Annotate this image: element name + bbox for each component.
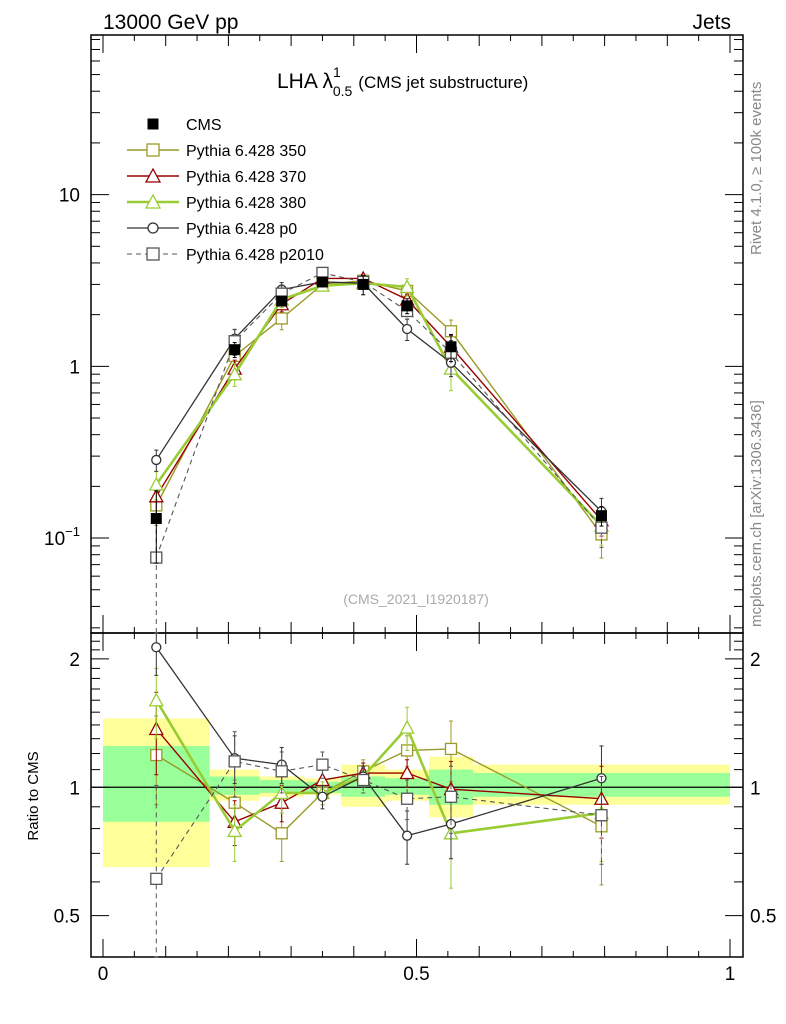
ratio-ytick-label: 0.5 xyxy=(54,907,80,928)
ratio-point xyxy=(227,823,243,838)
legend-label: Pythia 6.428 380 xyxy=(186,195,306,212)
legend-entry-cms: CMS xyxy=(147,117,222,134)
main-line xyxy=(155,277,602,521)
legend-marker xyxy=(144,193,162,209)
xtick-label: 0 xyxy=(98,964,109,985)
legend: CMS Pythia 6.428 350 Pythia 6.428 370 Pythi… xyxy=(127,117,324,264)
mcplots-label: mcplots.cern.ch [arXiv:1306.3436] xyxy=(748,400,765,627)
main-line xyxy=(155,280,603,535)
header-process: 13000 GeV pp xyxy=(103,11,238,34)
ratio-point xyxy=(151,642,162,653)
ratio-point xyxy=(401,830,413,841)
legend-entry-pythia-6-428-p2010: Pythia 6.428 p2010 xyxy=(127,247,324,264)
legend-label: Pythia 6.428 p2010 xyxy=(186,247,324,264)
ratio-line xyxy=(155,699,602,835)
legend-label: Pythia 6.428 p0 xyxy=(186,221,297,238)
data-point xyxy=(276,295,288,307)
main-ytick-label: 10 xyxy=(59,186,80,207)
data-point xyxy=(445,341,457,353)
series-pythia-6-428-p2010 xyxy=(150,266,608,958)
ratio-point xyxy=(399,719,415,734)
legend-entry-pythia-6-428-380: Pythia 6.428 380 xyxy=(127,193,306,212)
ratio-line xyxy=(155,760,602,880)
data-point xyxy=(401,300,413,312)
data-point xyxy=(150,512,162,524)
main-point xyxy=(401,323,413,335)
main-ytick-label: 10−1 xyxy=(44,524,80,550)
ratio-ytick-label-right: 2 xyxy=(750,650,761,671)
ratio-point xyxy=(316,758,329,771)
legend-marker xyxy=(147,222,159,234)
main-point xyxy=(275,312,288,325)
ratio-point xyxy=(444,790,458,803)
ratio-line xyxy=(155,646,602,837)
main-line xyxy=(155,281,603,527)
legend-label: Pythia 6.428 350 xyxy=(186,143,306,160)
data-point xyxy=(229,344,241,356)
ratio-axis-label: Ratio to CMS xyxy=(25,751,42,840)
main-point xyxy=(399,279,415,294)
ratio-ytick-label-right: 0.5 xyxy=(750,907,776,928)
ratio-point xyxy=(444,742,458,756)
uncertainty-bands xyxy=(103,718,730,868)
rivet-label: Rivet 4.1.0, ≥ 100k events xyxy=(748,82,765,255)
chart-title: LHA λ1 0.5 (CMS jet substructure) xyxy=(277,64,528,99)
ratio-point xyxy=(400,792,414,805)
ratio-point xyxy=(357,773,370,787)
legend-label: CMS xyxy=(186,117,222,134)
main-line xyxy=(155,281,602,512)
ratio-point xyxy=(275,765,288,778)
legend-marker xyxy=(146,247,160,261)
ratio-ytick-label: 2 xyxy=(69,650,80,671)
legend-entry-pythia-6-428-350: Pythia 6.428 350 xyxy=(127,143,306,160)
ratio-point xyxy=(228,755,241,768)
legend-marker xyxy=(147,118,159,130)
legend-entry-pythia-6-428-p0: Pythia 6.428 p0 xyxy=(127,221,297,238)
data-point xyxy=(595,510,607,522)
ratio-point xyxy=(275,827,288,840)
legend-marker xyxy=(144,167,162,183)
ratio-ytick-label: 1 xyxy=(69,778,80,799)
ratio-point xyxy=(148,692,164,707)
ratio-line xyxy=(155,728,602,823)
ratio-point xyxy=(150,872,163,885)
ratio-point xyxy=(317,791,328,802)
main-line xyxy=(155,272,602,558)
ratio-line xyxy=(155,748,602,835)
ratio-point xyxy=(399,765,415,780)
ratio-ytick-label-right: 1 xyxy=(750,778,761,799)
main-point xyxy=(227,366,243,381)
data-point xyxy=(357,278,369,290)
main-point xyxy=(148,476,164,491)
series-cms-data xyxy=(150,274,607,564)
legend-label: Pythia 6.428 370 xyxy=(186,169,306,186)
xtick-label: 0.5 xyxy=(403,964,429,985)
xtick-label: 1 xyxy=(725,964,736,985)
analysis-watermark: (CMS_2021_I1920187) xyxy=(343,591,489,607)
legend-marker xyxy=(146,143,160,157)
main-point xyxy=(151,454,162,466)
main-ytick-label: 1 xyxy=(69,357,80,378)
header-category: Jets xyxy=(692,11,731,34)
ratio-point xyxy=(595,809,608,822)
legend-entry-pythia-6-428-370: Pythia 6.428 370 xyxy=(127,167,306,186)
data-point xyxy=(316,276,328,288)
